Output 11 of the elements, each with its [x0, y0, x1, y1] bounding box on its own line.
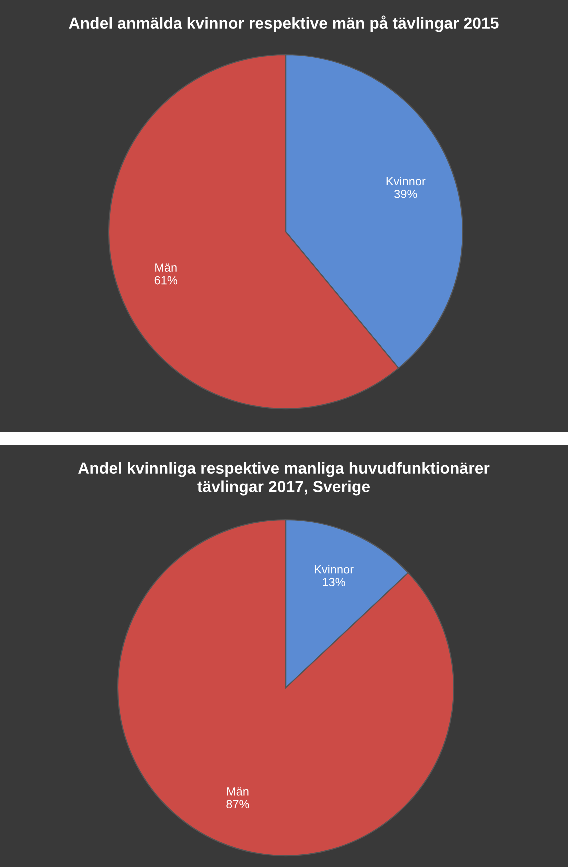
- chart-title: Andel kvinnliga respektive manliga huvudfunktionärer tävlingar 2017, Sverige: [78, 462, 490, 496]
- data-label: 61%: [154, 276, 178, 285]
- slice-label: Män: [156, 264, 177, 272]
- slice-label: Män: [227, 788, 249, 796]
- pie-slice: [117, 519, 455, 857]
- slice-label: Kvinnor: [314, 565, 354, 574]
- chart-title: Andel anmälda kvinnor respektive män på tävlingar 2015: [69, 16, 499, 32]
- data-label: 13%: [323, 578, 346, 587]
- data-label: 87%: [226, 800, 250, 809]
- slice-label: Kvinnor: [386, 176, 426, 186]
- data-label: 39%: [394, 190, 418, 198]
